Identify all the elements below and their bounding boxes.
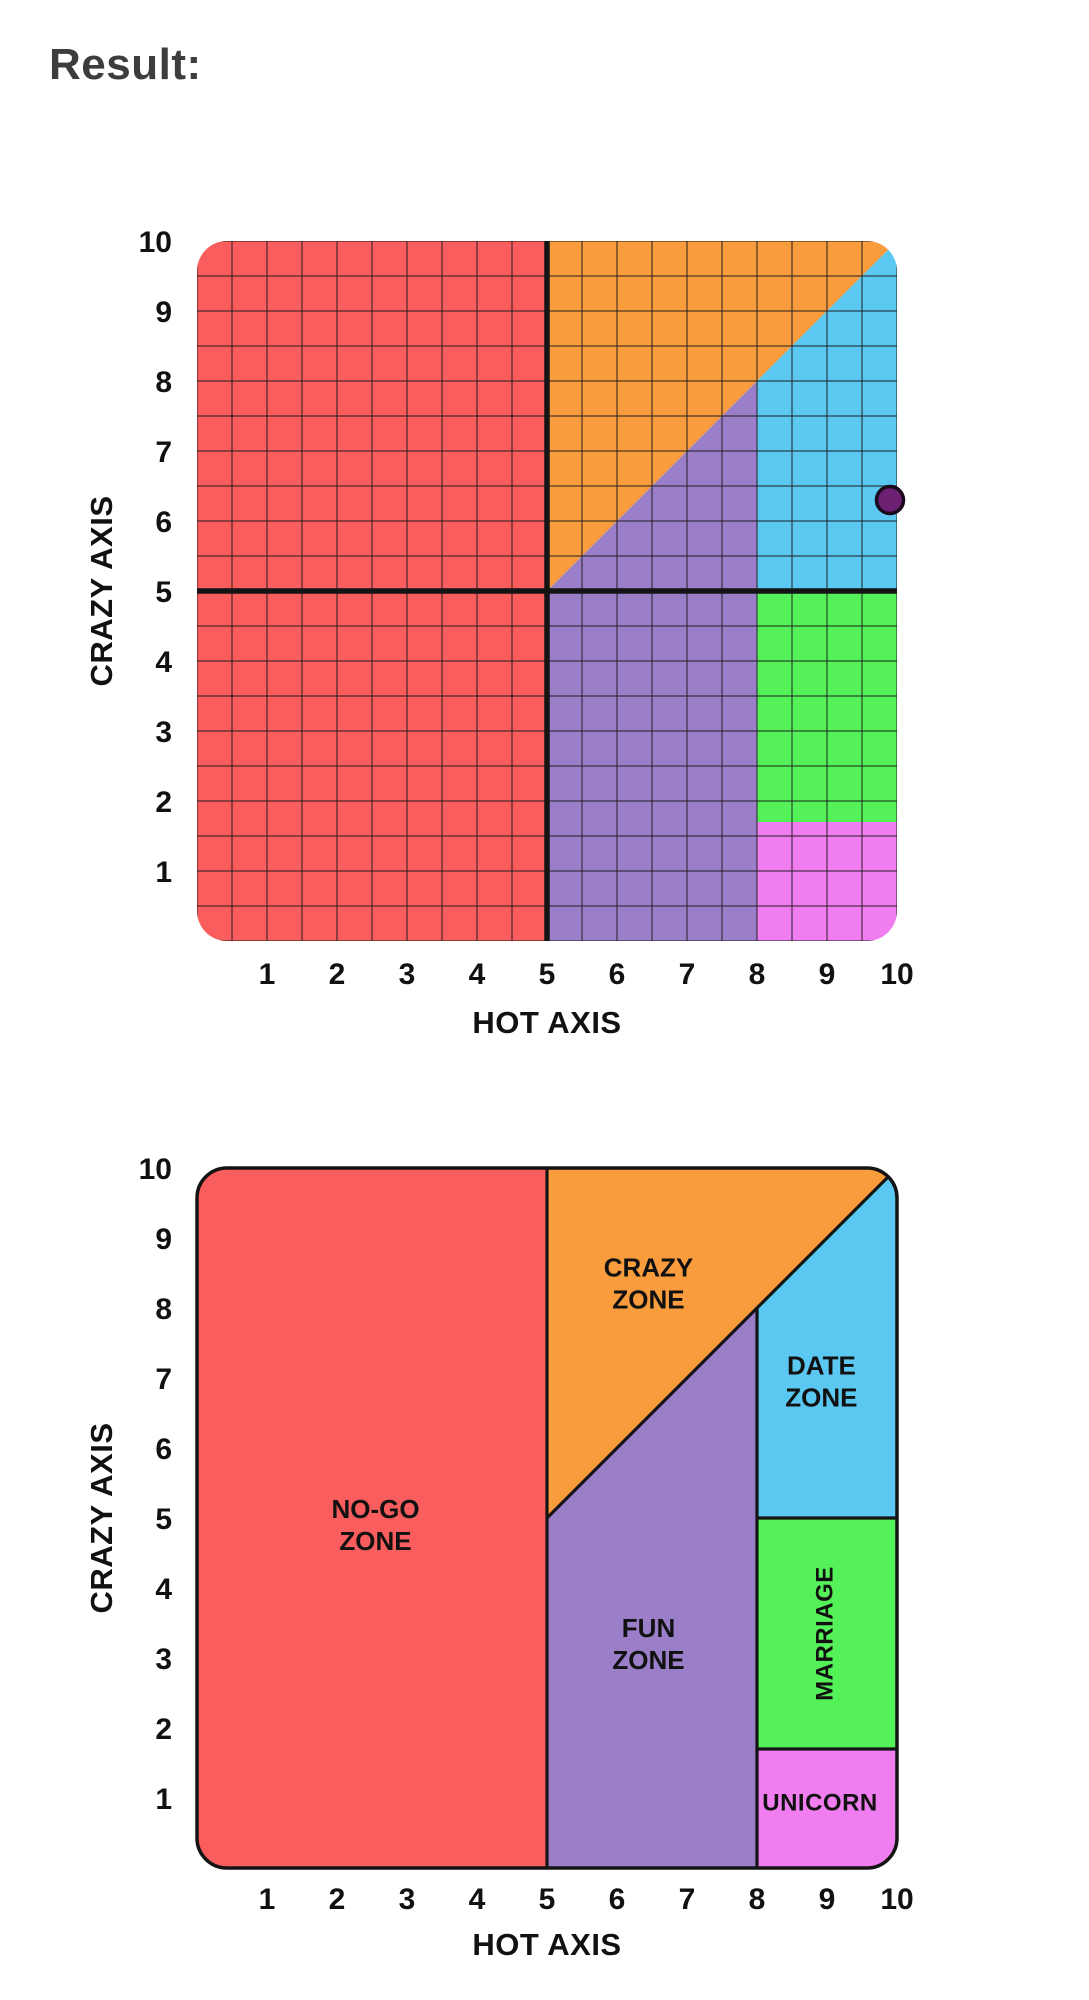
x-tick-label: 10: [880, 958, 913, 991]
x-tick-label: 6: [609, 958, 626, 991]
x-tick-label: 2: [329, 958, 346, 991]
plot-area-matrix-grid: [197, 241, 897, 941]
zone-label-marriage: MARRIAGE: [812, 1566, 839, 1701]
y-tick-label: 7: [155, 436, 172, 469]
x-tick-label: 4: [469, 958, 486, 991]
x-tick-label: 9: [819, 958, 836, 991]
y-tick-label: 1: [155, 856, 172, 889]
y-tick-label: 9: [155, 1223, 172, 1256]
y-tick-label: 4: [155, 1573, 172, 1606]
y-tick-label: 5: [155, 1503, 172, 1536]
chart-matrix-grid: 1 2 3 4 5 6 7 8 9 10 1 2 3 4 5 6 7 8 9 10 HOT AXIS CRAZY AXIS: [84, 226, 914, 1040]
x-tick-label: 2: [329, 1883, 346, 1916]
x-tick-label: 1: [259, 958, 276, 991]
x-tick-label: 9: [819, 1883, 836, 1916]
zone-label-crazy: CRAZY ZONE: [604, 1253, 694, 1315]
zone-fun: [547, 1308, 757, 1868]
x-tick-label: 7: [679, 958, 696, 991]
x-axis-title: HOT AXIS: [472, 1005, 621, 1040]
zone-label-date: DATE ZONE: [785, 1351, 857, 1413]
zone-borders: [545, 1168, 897, 1868]
y-tick-label: 10: [139, 1153, 172, 1186]
y-axis-title: CRAZY AXIS: [84, 1422, 119, 1613]
zone-no-go: [197, 1168, 547, 1868]
y-axis-title: CRAZY AXIS: [84, 495, 119, 686]
y-tick-label: 8: [155, 366, 172, 399]
y-tick-label: 7: [155, 1363, 172, 1396]
y-tick-label: 1: [155, 1783, 172, 1816]
x-tick-label: 3: [399, 1883, 416, 1916]
plot-area-matrix-zones: [197, 1168, 897, 1868]
zone-unicorn: [757, 1749, 897, 1868]
x-tick-label: 5: [539, 958, 556, 991]
zone-label-unicorn: UNICORN: [762, 1790, 878, 1817]
y-tick-label: 2: [155, 786, 172, 819]
y-tick-label: 6: [155, 1433, 172, 1466]
x-tick-label: 1: [259, 1883, 276, 1916]
y-tick-label: 6: [155, 506, 172, 539]
y-tick-label: 10: [139, 226, 172, 259]
x-tick-label: 5: [539, 1883, 556, 1916]
x-tick-label: 8: [749, 1883, 766, 1916]
x-tick-label: 6: [609, 1883, 626, 1916]
y-tick-label: 3: [155, 1643, 172, 1676]
page-title: Result:: [49, 40, 202, 89]
x-tick-label: 10: [880, 1883, 913, 1916]
chart-matrix-zones: NO-GO ZONE CRAZY ZONE DATE ZONE FUN ZONE MARRIAG…: [84, 1153, 914, 1962]
x-tick-label: 8: [749, 958, 766, 991]
zone-date: [757, 1168, 897, 1518]
crosshair-lines: [197, 241, 897, 941]
x-axis-title: HOT AXIS: [472, 1927, 621, 1962]
y-tick-label: 5: [155, 576, 172, 609]
zone-label-no-go: NO-GO ZONE: [331, 1494, 419, 1556]
result-point: [874, 484, 906, 516]
zone-label-fun: FUN ZONE: [612, 1613, 684, 1675]
chart-outline: [195, 1166, 899, 1870]
x-tick-label: 7: [679, 1883, 696, 1916]
y-tick-label: 9: [155, 296, 172, 329]
zone-marriage: [757, 1518, 897, 1749]
y-tick-label: 3: [155, 716, 172, 749]
y-tick-label: 4: [155, 646, 172, 679]
x-tick-label: 3: [399, 958, 416, 991]
x-tick-label: 4: [469, 1883, 486, 1916]
y-tick-label: 8: [155, 1293, 172, 1326]
y-tick-label: 2: [155, 1713, 172, 1746]
